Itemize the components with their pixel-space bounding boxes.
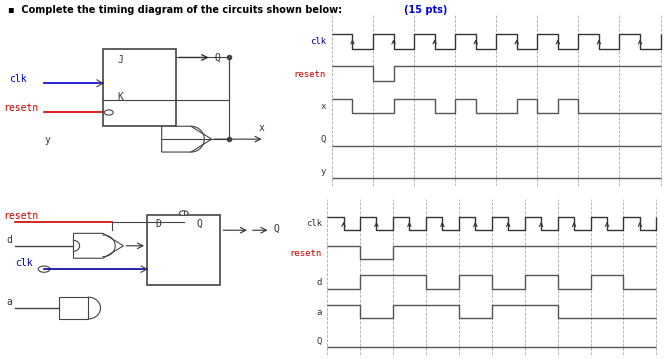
Text: (15 pts): (15 pts) — [404, 5, 448, 16]
Text: resetn: resetn — [293, 70, 326, 79]
Text: J: J — [118, 55, 124, 65]
Text: clk: clk — [310, 38, 326, 46]
Polygon shape — [73, 233, 124, 258]
Circle shape — [179, 211, 188, 215]
Text: resetn: resetn — [3, 211, 38, 221]
Text: resetn: resetn — [3, 103, 38, 113]
Text: D: D — [156, 219, 162, 229]
Bar — [103, 49, 176, 126]
Text: clk: clk — [15, 258, 32, 268]
Text: d: d — [6, 235, 12, 245]
Text: resetn: resetn — [290, 249, 322, 258]
Text: y: y — [44, 135, 50, 146]
Circle shape — [104, 110, 113, 115]
Text: ▪  Complete the timing diagram of the circuits shown below:: ▪ Complete the timing diagram of the cir… — [8, 5, 349, 16]
Text: Q: Q — [214, 52, 220, 63]
Bar — [147, 215, 220, 285]
Text: clk: clk — [9, 73, 27, 84]
Text: K: K — [118, 92, 124, 102]
Polygon shape — [59, 297, 88, 319]
Text: y: y — [321, 167, 326, 176]
Text: x: x — [321, 102, 326, 111]
Text: a: a — [317, 308, 322, 317]
Text: x: x — [259, 123, 265, 134]
Text: Q: Q — [197, 219, 203, 229]
Text: clk: clk — [306, 219, 322, 228]
Text: Q: Q — [321, 135, 326, 144]
Text: a: a — [6, 297, 12, 307]
Polygon shape — [162, 126, 212, 152]
Text: Q: Q — [273, 224, 279, 234]
Circle shape — [38, 266, 50, 272]
Text: d: d — [317, 278, 322, 287]
Text: Q: Q — [317, 337, 322, 346]
